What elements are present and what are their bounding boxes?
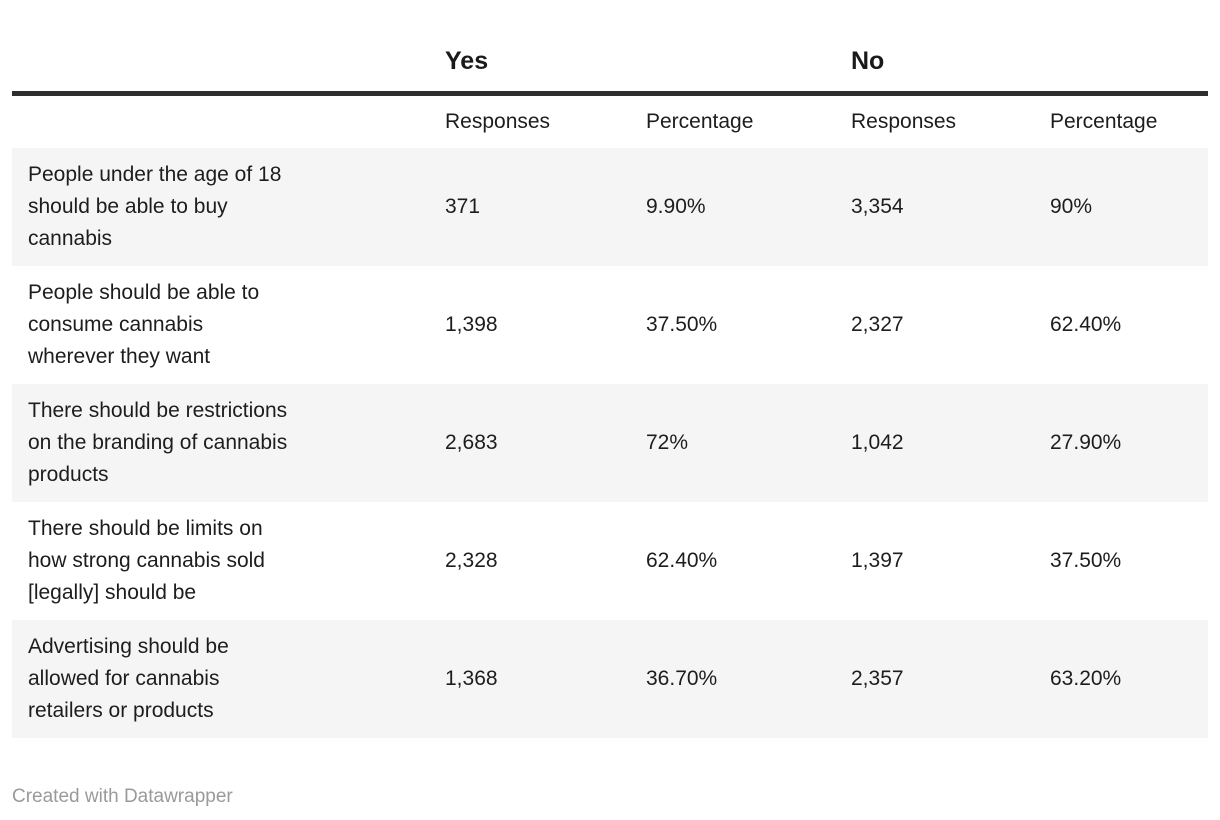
table-row: People under the age of 18 should be abl…: [12, 148, 1208, 266]
statement-cell: Advertising should be allowed for cannab…: [28, 635, 229, 722]
yes-percentage-cell: 72%: [646, 431, 689, 454]
table-row: There should be restrictions on the bran…: [12, 384, 1208, 502]
yes-responses-cell: 2,328: [445, 549, 498, 572]
yes-group-header: Yes: [429, 28, 630, 96]
no-percentage-cell: 63.20%: [1050, 667, 1122, 690]
column-group-header-row: Yes No: [12, 28, 1208, 96]
no-responses-cell: 1,042: [851, 431, 904, 454]
no-responses-cell: 3,354: [851, 195, 904, 218]
yes-responses-cell: 2,683: [445, 431, 498, 454]
yes-responses-header: Responses: [445, 110, 551, 133]
yes-percentage-cell: 36.70%: [646, 667, 718, 690]
no-responses-cell: 2,357: [851, 667, 904, 690]
statement-sub-header: [12, 94, 429, 149]
datawrapper-credit-link[interactable]: Created with Datawrapper: [12, 786, 233, 807]
no-percentage-cell: 62.40%: [1050, 313, 1122, 336]
no-responses-header: Responses: [851, 110, 957, 133]
statement-cell: People should be able to consume cannabi…: [28, 281, 260, 368]
table-row: There should be limits on how strong can…: [12, 502, 1208, 620]
yes-responses-cell: 371: [445, 195, 481, 218]
table-row: Advertising should be allowed for cannab…: [12, 620, 1208, 738]
statement-cell: There should be limits on how strong can…: [28, 517, 265, 604]
table-row: People should be able to consume cannabi…: [12, 266, 1208, 384]
statement-cell: People under the age of 18 should be abl…: [28, 163, 282, 250]
no-group-header-spacer: [1034, 28, 1208, 96]
no-percentage-cell: 37.50%: [1050, 549, 1122, 572]
yes-group-header-spacer: [630, 28, 835, 96]
yes-percentage-cell: 9.90%: [646, 195, 706, 218]
no-responses-cell: 1,397: [851, 549, 904, 572]
yes-percentage-cell: 37.50%: [646, 313, 718, 336]
sub-header-row: Responses Percentage Responses Percentag…: [12, 94, 1208, 149]
no-percentage-header: Percentage: [1050, 110, 1158, 133]
no-group-header: No: [835, 28, 1034, 96]
statement-cell: There should be restrictions on the bran…: [28, 399, 288, 486]
yes-percentage-cell: 62.40%: [646, 549, 718, 572]
no-percentage-cell: 27.90%: [1050, 431, 1122, 454]
statement-group-header: [12, 28, 429, 96]
yes-percentage-header: Percentage: [646, 110, 754, 133]
no-percentage-cell: 90%: [1050, 195, 1093, 218]
no-responses-cell: 2,327: [851, 313, 904, 336]
yes-responses-cell: 1,398: [445, 313, 498, 336]
yes-responses-cell: 1,368: [445, 667, 498, 690]
survey-results-table: Yes No Responses Percentage Responses Pe…: [12, 28, 1208, 738]
